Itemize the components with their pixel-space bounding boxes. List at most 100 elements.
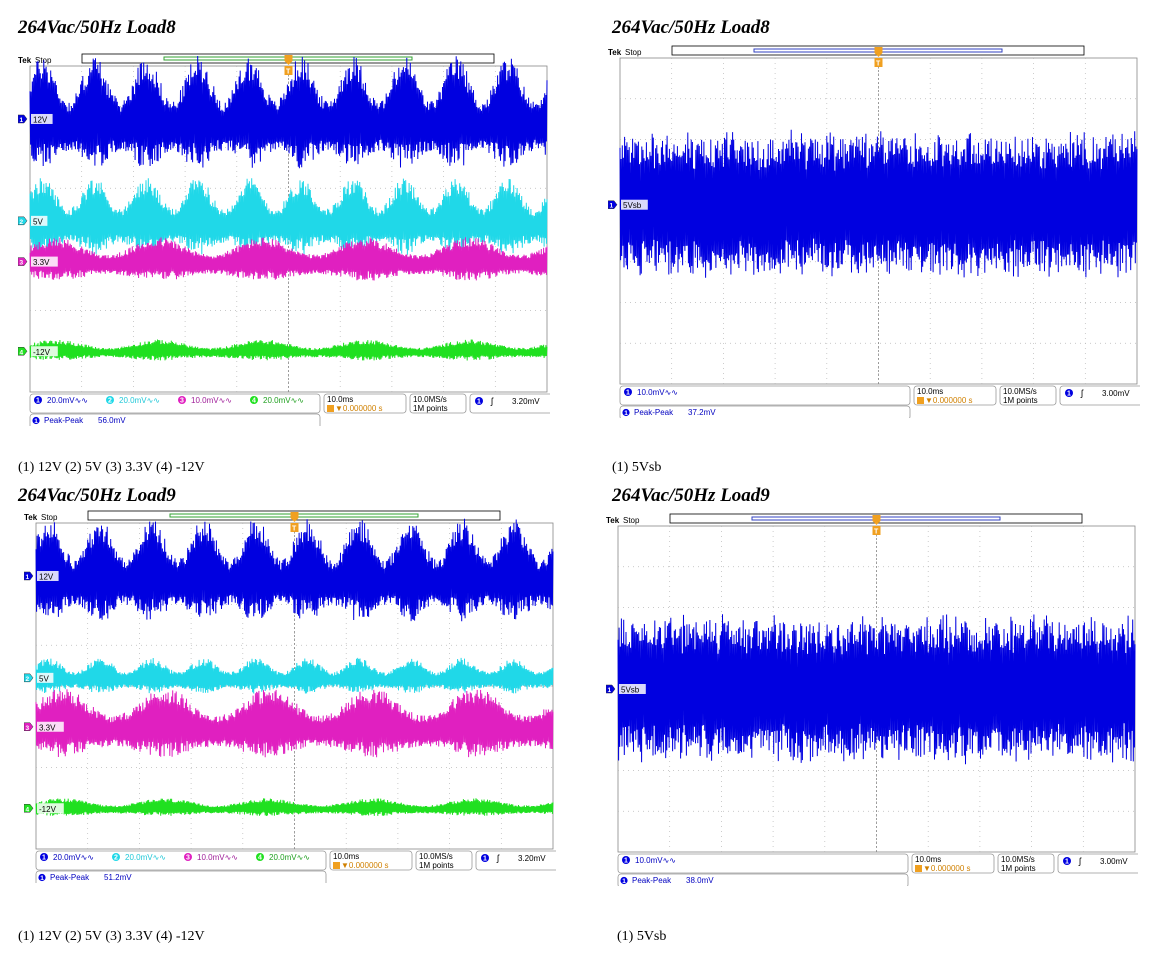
channel-badge [40,853,48,861]
channel-badge [622,856,630,864]
timebase: 10.0ms [915,855,941,864]
channel-badge-number: 1 [1065,859,1069,866]
trigger-delay: ▼0.000000 s [923,864,971,873]
channel-badge-number: 1 [624,858,628,865]
channel-scale: 10.0mV∿∿ [191,396,232,405]
trigger-delay-icon [917,397,924,404]
channel-badge [112,853,120,861]
measurement-value: 38.0mV [686,876,714,885]
channel-badge [1065,389,1073,397]
channel-badge-number: 3 [180,398,184,405]
trigger-position-icon [284,66,293,75]
trigger-position-label: T [876,61,881,68]
trace-12V [29,55,548,169]
channel-badge [34,396,42,404]
brand-label: Tek [24,513,38,522]
channel-scale: 10.0mV∿∿ [637,388,678,397]
trigger-position-icon [874,47,883,57]
trigger-level: 3.00mV [1102,389,1130,398]
trigger-position-icon [872,515,881,525]
panel-title: 264Vac/50Hz Load8 [612,17,770,38]
channel-badge-number: 2 [108,398,112,405]
sample-box [409,393,467,414]
channel-marker-number: 4 [20,349,24,356]
trigger-position-label: T [292,526,297,533]
measurement-value: 56.0mV [98,416,126,425]
measurement-name: Peak-Peak [44,416,84,425]
channel-scale: 20.0mV∿∿ [53,853,94,862]
channel-label: 5Vsb [621,686,640,695]
panel-title: 264Vac/50Hz Load9 [612,485,770,506]
trigger-slope-icon: ʃ [1078,856,1082,866]
trigger-level: 3.00mV [1100,857,1128,866]
measurement-name: Peak-Peak [50,883,90,884]
channel-label-bg [37,672,54,683]
channel-label-bg [31,256,58,267]
trigger-box [1057,853,1138,874]
trace-5Vsb [617,614,1136,765]
channel-label: 12V [33,115,48,124]
channel-badge-number: 1 [36,398,40,405]
channel-label: 5V [33,217,43,226]
channel-marker [24,722,34,731]
trigger-delay: ▼0.000000 s [341,861,389,870]
channel-caption: (1) 12V (2) 5V (3) 3.3V (4) -12V [18,460,205,475]
trigger-position-icon [290,512,299,522]
trigger-position-icon [290,523,299,532]
channel-marker-number: 1 [20,117,24,124]
sample-box [415,850,473,871]
status-label: Stop [625,48,642,57]
channel-badge [1063,857,1071,865]
trigger-level: 3.20mV [518,854,546,863]
channel-badge-number: 1 [34,418,38,425]
trigger-delay: ▼0.000000 s [335,404,383,413]
channel-marker [24,673,34,683]
sample-box [999,385,1057,406]
channel-scale: 20.0mV∿∿ [119,396,160,405]
scale-box [35,850,327,871]
channel-badge-number: 1 [624,410,628,417]
measurement-name: Peak-Peak [50,873,90,882]
trigger-level: 3.20mV [512,397,540,406]
channel-caption: (1) 5Vsb [617,929,667,944]
timebase-box [913,385,997,406]
channel-badge [38,873,46,882]
channel-badge [620,876,628,885]
sample-box [997,853,1055,874]
trace-5V [35,657,554,694]
timebase-box [323,393,407,414]
trace-5Vsb [619,129,1138,278]
channel-badge-number: 4 [258,855,262,862]
channel-badge [256,853,264,861]
channel-badge-number: 3 [186,855,190,862]
channel-marker-number: 2 [20,219,24,226]
timebase-box [329,850,413,871]
scale-box [617,853,909,874]
channel-marker [18,257,28,266]
trigger-position-icon [284,55,293,65]
measurement-name: Peak-Peak [632,876,672,885]
channel-marker [18,347,28,356]
measurement-box [617,873,909,886]
trace-5V [29,178,548,255]
channel-badge [32,416,40,425]
brand-label: Tek [608,48,622,57]
timebase-box [911,853,995,874]
channel-marker [608,200,618,209]
trigger-position-label: T [286,69,291,76]
measurement-value: 38.4mV [98,426,126,427]
channel-badge-number: 2 [114,855,118,862]
channel-marker [18,114,28,124]
channel-badge-number: 1 [626,390,630,397]
measurement-value: 17.6mV [104,883,132,884]
channel-badge [250,396,258,404]
status-label: Stop [623,516,640,525]
channel-badge-number: 1 [42,855,46,862]
channel-marker-number: 3 [26,725,30,732]
trigger-delay-icon [915,865,922,872]
channel-label: 12V [39,572,54,581]
channel-marker-number: 1 [26,574,30,581]
channel-scale: 20.0mV∿∿ [47,396,88,405]
